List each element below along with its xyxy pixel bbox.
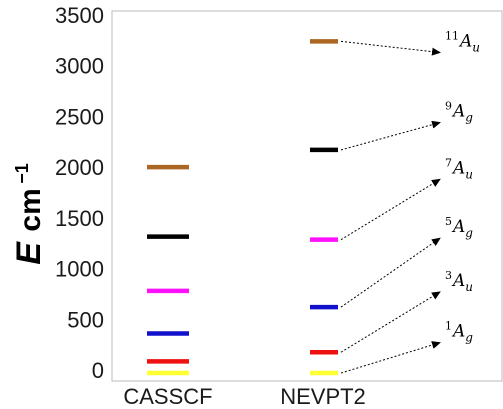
plot-frame [111, 10, 503, 382]
state-arrow-5ag [340, 237, 441, 308]
state-arrow-3au [340, 291, 441, 353]
state-label-11au: 11Au [445, 30, 480, 55]
y-tick-label: 2000 [55, 155, 104, 180]
y-axis-unit-exponent: −1 [12, 163, 32, 184]
state-arrow-9ag [340, 120, 441, 151]
y-axis-symbol: E [10, 241, 48, 265]
y-tick-label: 0 [92, 358, 104, 383]
state-arrow-1ag [340, 341, 441, 374]
state-label-5ag: 5Ag [445, 215, 473, 240]
y-tick-label: 1500 [55, 206, 104, 231]
state-arrow-11au [340, 40, 441, 56]
category-label-nevpt2: NEVPT2 [280, 384, 366, 409]
y-axis-title: E cm −1 [10, 163, 48, 264]
category-label-casscf: CASSCF [123, 384, 212, 409]
y-tick-label: 3500 [55, 3, 104, 28]
state-label-1ag: 1Ag [445, 320, 473, 345]
y-tick-label: 3000 [55, 54, 104, 79]
svg-text:E cm −1: E cm −1 [10, 163, 48, 264]
y-tick-label: 1000 [55, 257, 104, 282]
state-label-3au: 3Au [445, 269, 473, 294]
y-axis-unit: cm [14, 188, 47, 231]
y-tick-label: 2500 [55, 104, 104, 129]
state-arrow-7au [340, 178, 441, 241]
state-label-9ag: 9Ag [445, 100, 473, 125]
y-tick-label: 500 [67, 307, 104, 332]
state-label-7au: 7Au [445, 156, 473, 181]
